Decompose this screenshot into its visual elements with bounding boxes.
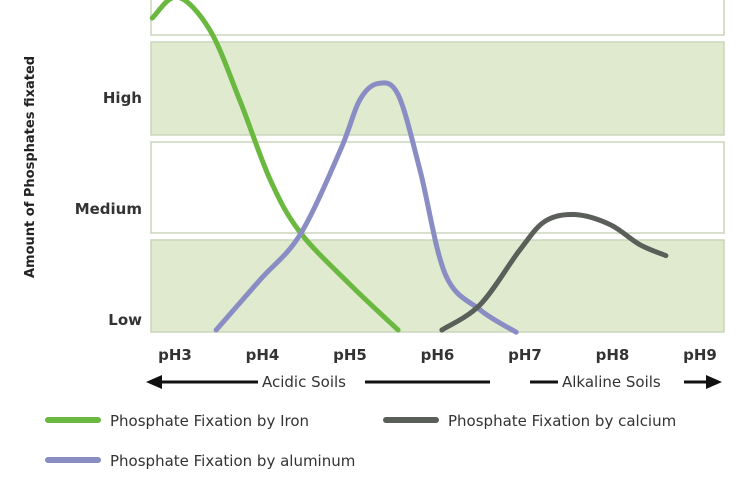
series-line-iron [149, 0, 401, 333]
y-axis-label: Amount of Phosphates fixated [23, 56, 38, 278]
series-line-calcium [439, 211, 669, 333]
x-tick-label: pH5 [333, 346, 367, 364]
x-tick-label: pH9 [683, 346, 717, 364]
series-lines [149, 0, 669, 335]
acidic-soils-label: Acidic Soils [262, 373, 346, 391]
alkaline-soils-arrow: Alkaline Soils [530, 373, 722, 391]
y-tick-label: Medium [75, 200, 142, 218]
x-tick-label: pH8 [596, 346, 630, 364]
legend: Phosphate Fixation by Iron Phosphate Fixa… [45, 412, 676, 470]
legend-label: Phosphate Fixation by calcium [448, 412, 676, 430]
x-tick-label: pH7 [508, 346, 542, 364]
x-tick-label: pH3 [158, 346, 192, 364]
x-tick-label: pH6 [421, 346, 455, 364]
band-0 [150, 0, 725, 36]
legend-label: Phosphate Fixation by aluminum [110, 452, 355, 470]
acidic-soils-arrow: Acidic Soils [146, 373, 490, 391]
alkaline-soils-label: Alkaline Soils [562, 373, 661, 391]
y-ticks: Low Medium High [75, 89, 142, 329]
background-bands [150, 0, 725, 333]
x-tick-label: pH4 [246, 346, 280, 364]
band-2 [150, 141, 725, 234]
y-tick-label: High [103, 89, 142, 107]
y-tick-label: Low [108, 311, 142, 329]
series-line-aluminum [213, 80, 519, 335]
legend-label: Phosphate Fixation by Iron [110, 412, 309, 430]
x-ticks: pH3 pH4 pH5 pH6 pH7 pH8 pH9 [158, 346, 717, 364]
